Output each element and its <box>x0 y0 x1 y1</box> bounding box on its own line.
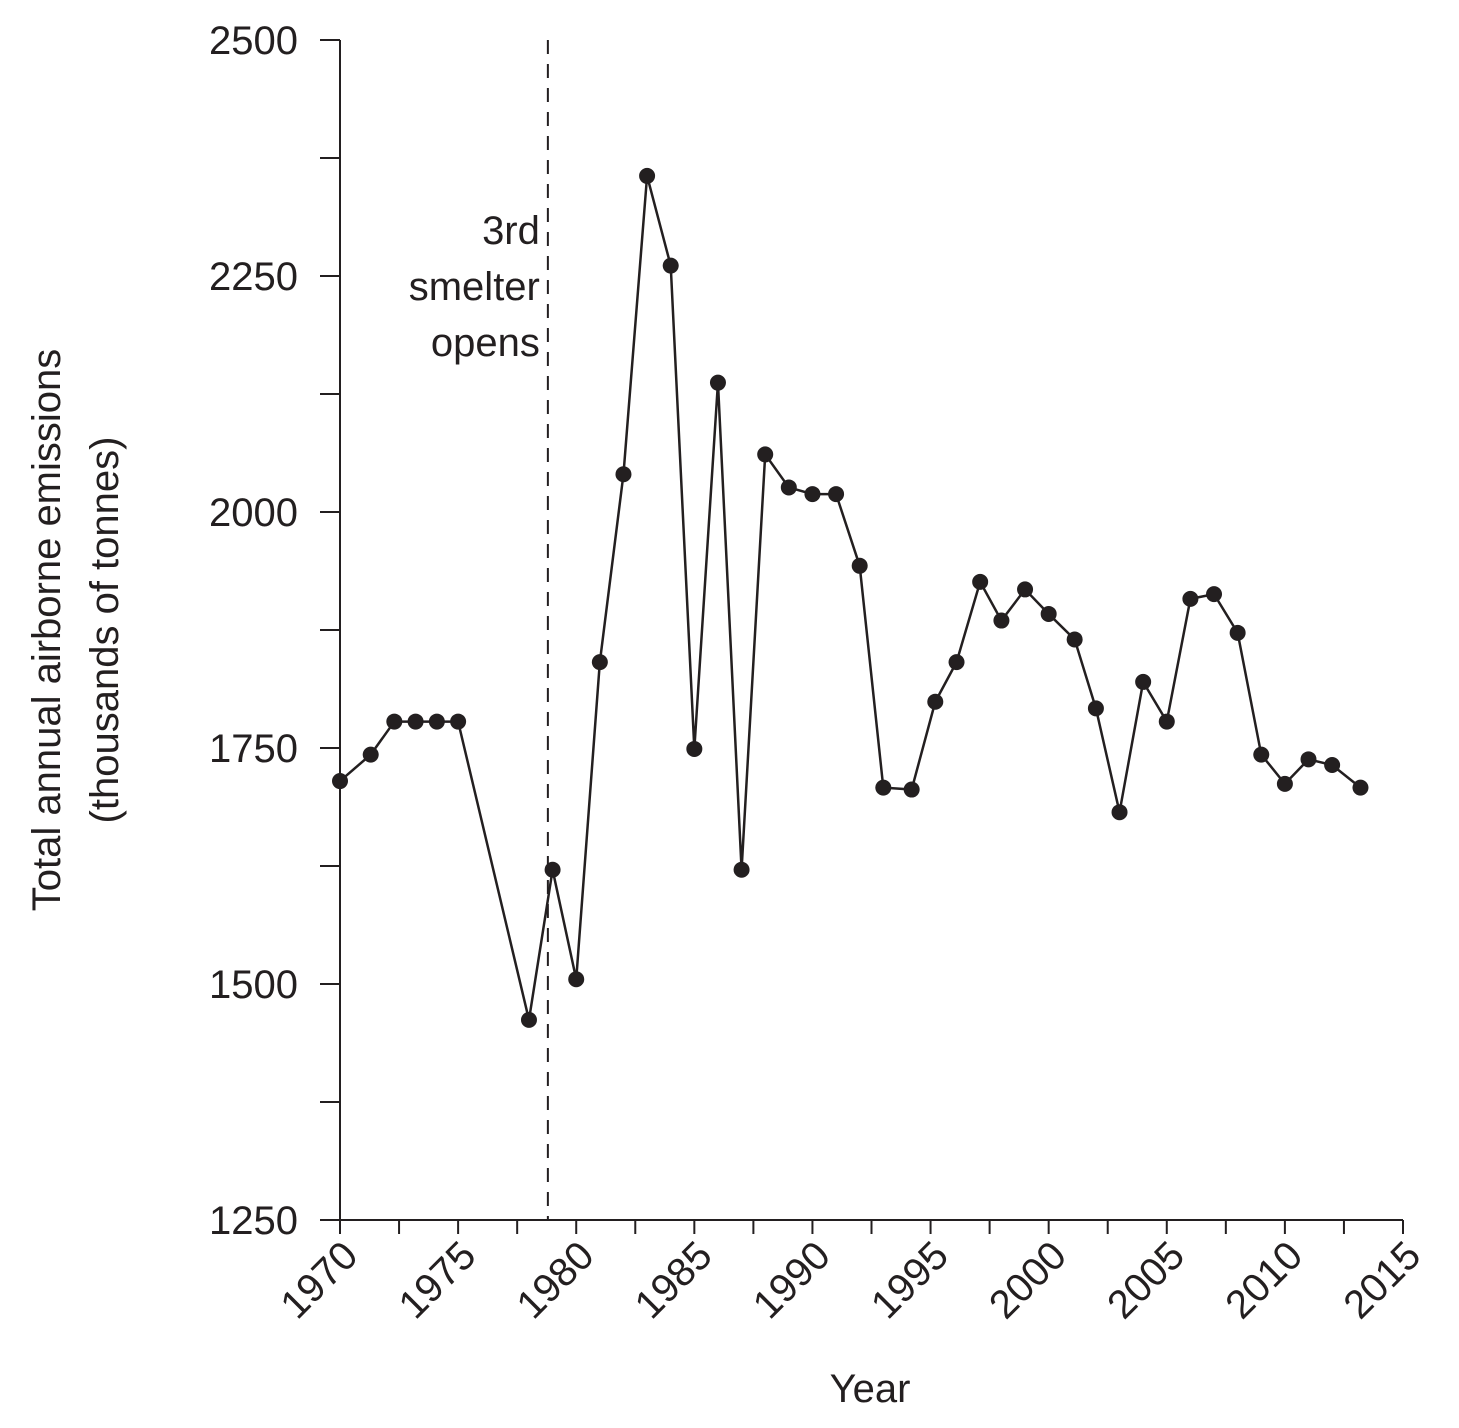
data-point <box>1276 775 1293 792</box>
data-point <box>757 446 774 463</box>
data-point <box>1111 804 1128 821</box>
data-point <box>709 374 726 391</box>
data-point <box>615 466 632 483</box>
x-tick-label: 1975 <box>390 1233 484 1327</box>
y-axis-title: Total annual airborne emissions <box>25 349 69 912</box>
y-tick-label: 1750 <box>209 727 298 771</box>
data-point <box>828 486 845 503</box>
data-point <box>1040 605 1057 622</box>
x-tick-label: 1985 <box>627 1233 721 1327</box>
data-point <box>591 654 608 671</box>
data-point <box>450 713 467 730</box>
data-point <box>686 740 703 757</box>
data-point <box>733 861 750 878</box>
x-axis-title: Year <box>830 1367 911 1411</box>
data-point <box>1017 581 1034 598</box>
y-tick-label: 2500 <box>209 19 298 63</box>
event-label: opens <box>431 321 540 365</box>
data-point <box>804 486 821 503</box>
data-point <box>780 479 797 496</box>
data-point <box>568 971 585 988</box>
data-point <box>332 773 348 790</box>
data-point <box>1253 746 1270 763</box>
x-tick-label: 1980 <box>509 1233 603 1327</box>
x-tick-label: 1970 <box>272 1233 366 1327</box>
y-tick-label: 2250 <box>209 255 298 299</box>
x-tick-label: 2005 <box>1099 1233 1193 1327</box>
data-point <box>972 573 989 590</box>
data-point <box>1229 624 1246 641</box>
data-point <box>639 167 656 184</box>
y-tick-label: 1500 <box>209 963 298 1007</box>
data-point <box>851 557 868 574</box>
x-tick-label: 2010 <box>1217 1233 1311 1327</box>
data-point <box>993 612 1010 629</box>
y-tick-label: 2000 <box>209 491 298 535</box>
data-point <box>520 1011 537 1028</box>
data-point <box>1300 751 1317 768</box>
data-point <box>544 861 561 878</box>
data-point <box>662 257 679 274</box>
event-label: 3rd <box>482 209 540 253</box>
data-point <box>1066 631 1083 648</box>
x-tick-label: 2000 <box>981 1233 1075 1327</box>
data-point <box>1206 586 1223 603</box>
data-point <box>428 713 445 730</box>
data-point <box>1324 756 1341 773</box>
data-point <box>948 654 965 671</box>
x-tick-label: 1995 <box>863 1233 957 1327</box>
data-point <box>407 713 424 730</box>
event-label: smelter <box>409 265 540 309</box>
y-axis-title: (thousands of tonnes) <box>83 437 127 824</box>
data-point <box>1135 673 1152 690</box>
data-point <box>1182 590 1199 607</box>
data-point <box>1352 779 1369 796</box>
data-point <box>903 781 920 798</box>
data-point <box>927 693 944 710</box>
data-point <box>386 713 403 730</box>
x-tick-label: 2015 <box>1335 1233 1429 1327</box>
data-point <box>875 779 892 796</box>
x-tick-label: 1990 <box>745 1233 839 1327</box>
data-point <box>1087 700 1104 717</box>
y-tick-label: 1250 <box>209 1199 298 1243</box>
data-point <box>1158 713 1175 730</box>
data-point <box>362 746 379 763</box>
